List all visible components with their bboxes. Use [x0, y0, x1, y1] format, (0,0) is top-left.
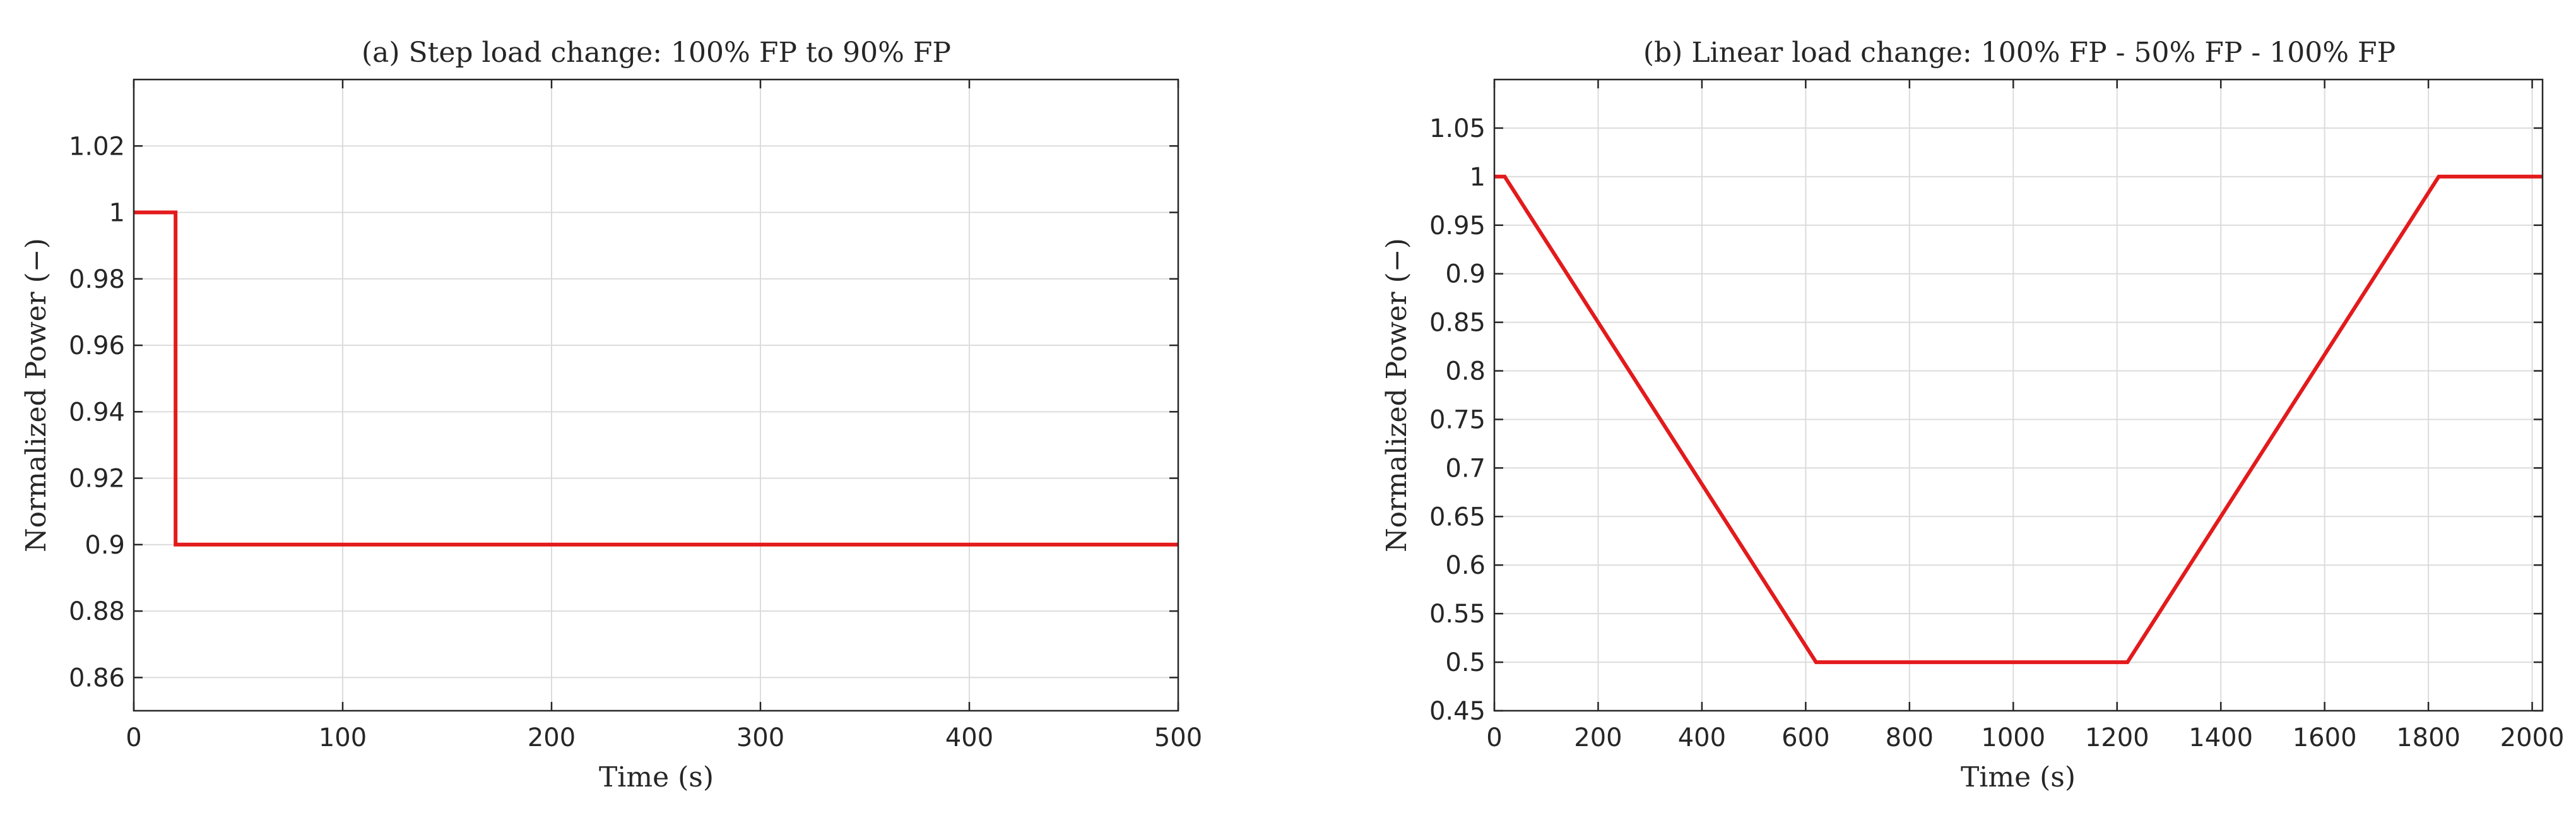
x-tick-label: 1800 — [2396, 723, 2461, 752]
y-tick-label: 0.98 — [69, 265, 125, 294]
x-tick-label: 1000 — [1981, 723, 2045, 752]
series-line — [134, 210, 1178, 547]
series-line — [1494, 174, 2543, 665]
x-tick-label: 0 — [126, 723, 141, 752]
y-tick-label: 0.75 — [1429, 405, 1486, 434]
chart-panel-b: (b) Linear load change: 100% FP - 50% FP… — [1381, 37, 2564, 793]
y-axis-label: Normalized Power (−) — [20, 238, 52, 552]
x-tick-label: 400 — [945, 723, 993, 752]
x-tick-labels: 0 200 400 600 800 1000 1200 1400 1600 1800 2000 — [1486, 723, 2564, 752]
y-tick-label: 0.86 — [69, 663, 125, 692]
x-tick-label: 100 — [319, 723, 367, 752]
ticks — [133, 80, 1179, 711]
x-axis-label: Time (s) — [1961, 761, 2076, 793]
plot-frame — [1493, 78, 2544, 712]
x-tick-label: 1600 — [2293, 723, 2357, 752]
chart-panel-a: (a) Step load change: 100% FP to 90% FP … — [20, 37, 1202, 793]
y-tick-label: 0.94 — [69, 398, 125, 427]
y-tick-label: 0.6 — [1445, 551, 1486, 580]
y-tick-label: 1 — [109, 199, 125, 228]
y-tick-label: 0.55 — [1429, 600, 1486, 629]
y-tick-label: 0.5 — [1445, 648, 1486, 677]
plot-frame — [133, 78, 1179, 712]
x-tick-label: 200 — [1574, 723, 1622, 752]
y-tick-label: 0.96 — [69, 331, 125, 360]
y-tick-label: 0.95 — [1429, 211, 1486, 240]
y-tick-label: 0.92 — [69, 465, 125, 494]
y-tick-label: 0.9 — [1445, 260, 1486, 289]
plot-area — [134, 80, 1178, 711]
series-group — [1494, 174, 2543, 665]
x-tick-label: 800 — [1886, 723, 1934, 752]
y-tick-label: 0.45 — [1429, 697, 1486, 726]
y-axis-label: Normalized Power (−) — [1381, 238, 1413, 552]
y-tick-label: 0.9 — [85, 531, 125, 560]
y-tick-label: 1 — [1470, 163, 1486, 192]
y-tick-labels: 0.86 0.88 0.9 0.92 0.94 0.96 0.98 1 1.02 — [69, 132, 125, 692]
y-tick-label: 0.88 — [69, 597, 125, 626]
x-tick-label: 200 — [528, 723, 576, 752]
series-group — [134, 210, 1178, 547]
chart-title: (b) Linear load change: 100% FP - 50% FP… — [1643, 37, 2396, 69]
x-tick-label: 1200 — [2085, 723, 2149, 752]
y-tick-label: 1.02 — [69, 132, 125, 161]
y-tick-label: 0.8 — [1445, 357, 1486, 386]
y-tick-label: 1.05 — [1429, 114, 1486, 143]
x-tick-label: 500 — [1154, 723, 1202, 752]
chart-title: (a) Step load change: 100% FP to 90% FP — [362, 37, 951, 69]
x-tick-label: 1400 — [2189, 723, 2253, 752]
x-tick-label: 0 — [1486, 723, 1502, 752]
y-tick-label: 0.85 — [1429, 309, 1486, 338]
x-tick-labels: 0 100 200 300 400 500 — [126, 723, 1202, 752]
plot-area — [1494, 80, 2543, 711]
y-tick-labels: 0.45 0.5 0.55 0.6 0.65 0.7 0.75 0.8 0.85 0.9 0.95 1… — [1429, 114, 1486, 726]
y-tick-label: 0.65 — [1429, 502, 1486, 531]
x-axis-label: Time (s) — [599, 761, 714, 793]
y-tick-label: 0.7 — [1445, 454, 1486, 483]
x-tick-label: 2000 — [2500, 723, 2565, 752]
x-tick-label: 300 — [736, 723, 784, 752]
x-tick-label: 400 — [1678, 723, 1726, 752]
x-tick-label: 600 — [1781, 723, 1829, 752]
